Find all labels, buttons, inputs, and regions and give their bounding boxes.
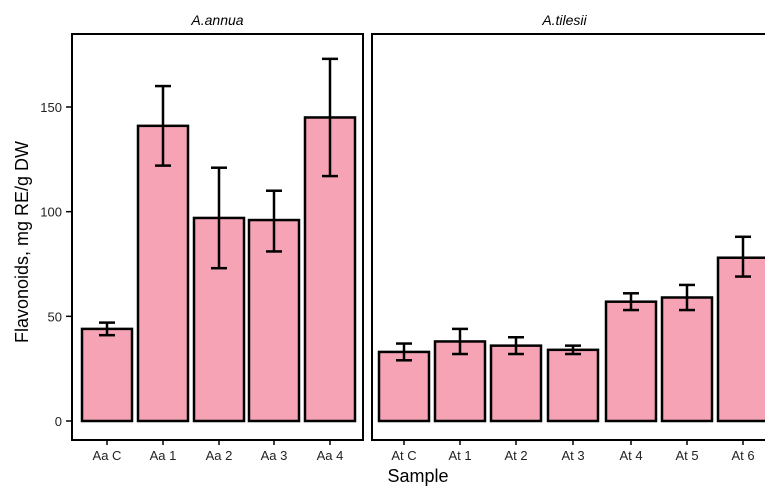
x-tick-label-at-2: At 2 xyxy=(504,448,527,463)
bar-at-5 xyxy=(660,296,714,423)
x-tick-label-aa-c: Aa C xyxy=(93,448,122,463)
x-tick-label-aa-1: Aa 1 xyxy=(150,448,177,463)
bar-aa-1 xyxy=(136,124,190,423)
bar-at-3 xyxy=(546,348,600,423)
x-tick-label-at-3: At 3 xyxy=(561,448,584,463)
bar-aa-3 xyxy=(247,218,301,423)
panel-frame-2 xyxy=(371,33,765,441)
panel-frame-1 xyxy=(71,33,364,441)
x-tick-label-at-5: At 5 xyxy=(675,448,698,463)
x-tick-label-aa-3: Aa 3 xyxy=(261,448,288,463)
bar-aa-c xyxy=(80,327,134,423)
bar-at-6 xyxy=(716,256,765,423)
x-tick-label-aa-2: Aa 2 xyxy=(206,448,233,463)
x-tick-label-at-6: At 6 xyxy=(731,448,754,463)
bar-at-c xyxy=(377,350,431,423)
y-tick-label-50: 50 xyxy=(48,309,62,324)
x-tick-label-at-4: At 4 xyxy=(619,448,642,463)
panel-title-1: A.annua xyxy=(190,12,243,28)
y-tick-label-100: 100 xyxy=(40,205,62,220)
y-tick-label-150: 150 xyxy=(40,100,62,115)
x-axis-title: Sample xyxy=(387,466,448,486)
panel-title-2: A.tilesii xyxy=(541,12,587,28)
x-tick-label-at-1: At 1 xyxy=(448,448,471,463)
bar-at-2 xyxy=(489,344,543,423)
bar-at-4 xyxy=(604,300,658,423)
y-tick-label-0: 0 xyxy=(55,414,62,429)
x-tick-label-at-c: At C xyxy=(391,448,416,463)
x-tick-label-aa-4: Aa 4 xyxy=(317,448,344,463)
y-axis-title: Flavonoids, mg RE/g DW xyxy=(12,141,32,343)
